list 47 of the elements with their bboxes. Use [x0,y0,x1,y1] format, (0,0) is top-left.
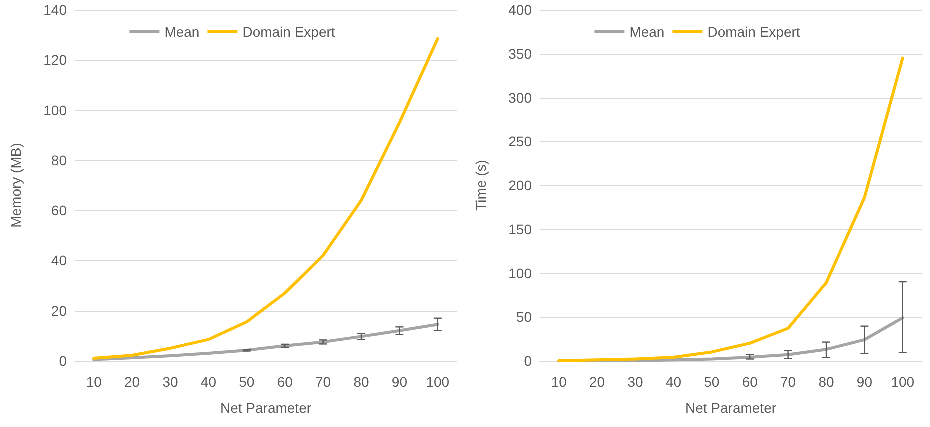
x-tick-label: 20 [124,374,140,390]
y-axis-title: Time (s) [473,160,489,211]
y-tick-label: 150 [508,221,532,238]
x-tick-label: 30 [162,374,178,390]
x-tick-label: 60 [742,374,758,390]
y-tick-label: 0 [59,353,68,369]
x-tick-label: 80 [354,374,370,390]
y-tick-label: 250 [508,134,532,150]
y-tick-label: 400 [508,2,532,18]
x-tick-label: 30 [628,374,644,390]
legend-label: Mean [164,24,200,40]
x-tick-label: 100 [891,374,915,390]
x-axis-title: Net Parameter [220,400,312,416]
x-tick-label: 70 [316,374,332,390]
y-tick-label: 50 [516,309,532,326]
y-tick-label: 20 [51,302,68,319]
x-axis-title: Net Parameter [685,400,777,416]
x-tick-label: 50 [704,374,720,390]
y-tick-label: 0 [524,353,532,369]
x-tick-label: 40 [666,374,682,390]
x-tick-label: 50 [239,374,255,390]
x-tick-label: 100 [426,374,450,390]
x-tick-label: 80 [818,374,834,390]
x-tick-label: 60 [277,374,294,390]
y-axis-title: Memory (MB) [8,143,24,228]
y-tick-label: 100 [508,265,532,282]
line-series [558,56,904,362]
x-tick-label: 90 [392,374,408,390]
x-tick-label: 70 [780,374,796,390]
legend-label: Domain Expert [708,24,800,40]
x-tick-label: 10 [86,374,102,390]
x-tick-label: 40 [200,374,217,390]
y-tick-label: 60 [51,202,68,219]
y-tick-label: 350 [508,46,532,62]
line-series [92,323,440,362]
legend-label: Domain Expert [242,24,336,40]
legend-label: Mean [630,24,665,40]
y-tick-label: 120 [44,52,68,68]
y-tick-label: 200 [508,178,532,194]
x-tick-label: 10 [551,374,568,390]
y-tick-label: 80 [51,152,68,168]
y-tick-label: 300 [508,90,532,106]
x-tick-label: 20 [590,374,606,390]
y-tick-label: 140 [44,2,68,18]
x-tick-label: 90 [856,374,873,390]
y-tick-label: 100 [44,102,68,118]
y-tick-label: 40 [51,252,68,269]
